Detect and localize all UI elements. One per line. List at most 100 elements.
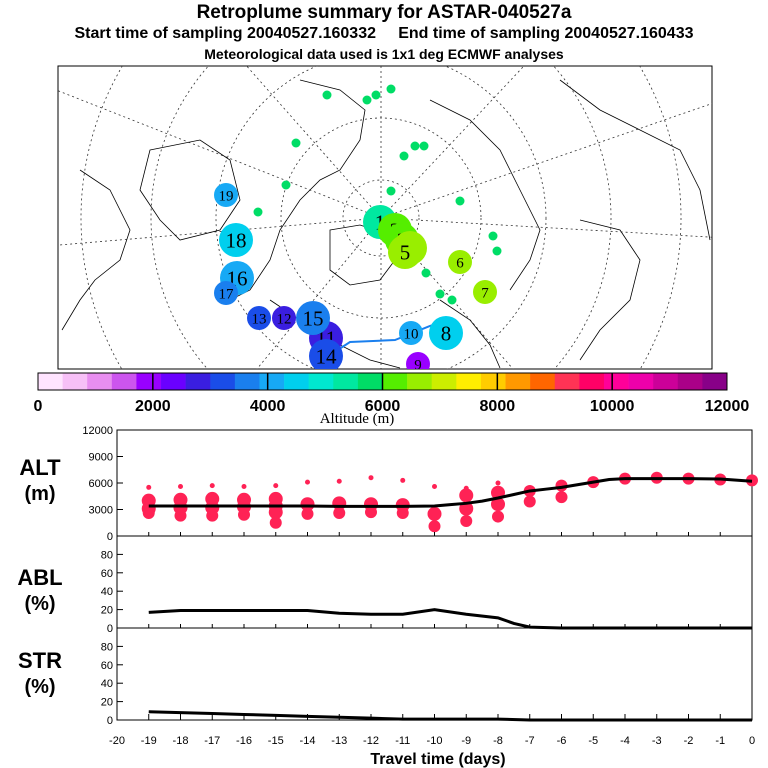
altitude-point [146, 484, 152, 490]
sampling-times: Start time of sampling 20040527.160332 E… [0, 25, 768, 43]
colorbar-tick-label: 10000 [590, 398, 635, 415]
colorbar-swatch [702, 373, 728, 390]
altitude-point [492, 510, 504, 523]
colorbar-tick-label: 6000 [365, 398, 401, 415]
small-trajectory-marker [419, 141, 429, 151]
small-trajectory-marker [291, 138, 301, 148]
colorbar-swatch [234, 373, 260, 390]
colorbar-swatch [185, 373, 211, 390]
altitude-point [269, 516, 282, 529]
trajectory-marker [309, 339, 343, 369]
colorbar-swatch [431, 373, 457, 390]
colorbar-swatch [407, 373, 433, 390]
x-tick-label: -17 [204, 735, 220, 747]
met-data-label: Meteorological data used is 1x1 deg ECMW… [204, 46, 564, 62]
x-tick-label: -18 [173, 735, 189, 747]
altitude-point [459, 488, 474, 503]
colorbar-swatch [628, 373, 654, 390]
coastline [439, 299, 501, 369]
altitude-point [141, 493, 156, 508]
small-trajectory-marker [386, 84, 396, 94]
altitude-point [491, 497, 505, 512]
trajectory-marker-label: 9 [414, 357, 422, 373]
str-ylabel-line1: STR [18, 648, 62, 673]
colorbar-swatch [530, 373, 556, 390]
latitude-circle [342, 179, 420, 257]
y-tick-label: 0 [107, 531, 113, 543]
coastline [229, 79, 366, 301]
trajectory-marker-label: 10 [404, 326, 419, 342]
x-tick-label: -16 [236, 735, 252, 747]
coastline [559, 79, 711, 241]
abl-ylabel-line1: ABL [17, 565, 62, 590]
y-tick-label: 12000 [82, 425, 113, 437]
colorbar-swatch [259, 373, 285, 390]
trajectory-marker-label: 14 [316, 345, 338, 369]
colorbar-tick-label: 12000 [705, 398, 750, 415]
trajectory-marker [406, 352, 430, 369]
coastlines [61, 79, 711, 369]
altitude-point [241, 484, 247, 490]
colorbar-tick-label: 4000 [250, 398, 286, 415]
x-tick-label: -13 [331, 735, 347, 747]
str-panel: 0 20 40 60 80 [101, 641, 752, 727]
x-tick-label: -11 [395, 735, 410, 747]
colorbar-swatch [382, 373, 408, 390]
meridian [380, 217, 514, 369]
altitude-point [459, 501, 474, 516]
small-trajectory-marker [399, 151, 409, 161]
y-tick-label: 60 [101, 568, 113, 580]
colorbar-swatch [284, 373, 309, 390]
trajectory-marker-label: 6 [456, 255, 464, 271]
altitude-point [460, 514, 473, 527]
map-graticule: 12345678910111213141516171819 [58, 66, 712, 373]
x-tick-label: -6 [557, 735, 567, 747]
colorbar-swatch [653, 373, 679, 390]
y-tick-label: 80 [101, 641, 113, 653]
x-tick-label: -3 [652, 735, 662, 747]
altitude-point [209, 483, 215, 489]
small-trajectory-marker [455, 196, 465, 206]
small-trajectory-marker [435, 289, 445, 299]
altitude-point [523, 495, 536, 508]
colorbar-swatch [161, 373, 186, 390]
trajectory-marker-label: 17 [219, 286, 235, 302]
x-tick-label: -2 [684, 735, 694, 747]
small-trajectory-marker [362, 95, 372, 105]
x-tick-label: -15 [268, 735, 284, 747]
colorbar-swatch [554, 373, 580, 390]
x-tick-label: -9 [461, 735, 471, 747]
y-tick-label: 80 [101, 549, 113, 561]
trajectory-marker [214, 281, 238, 305]
trajectory-marker [219, 223, 253, 257]
colorbar-swatch [210, 373, 236, 390]
str-ylabel-line2: (%) [24, 676, 55, 698]
alt-panel: 0 3000 6000 9000 12000 [82, 425, 758, 543]
altitude-point [427, 506, 442, 521]
x-tick-label: -4 [620, 735, 630, 747]
x-axis-title: Travel time (days) [370, 751, 505, 768]
x-tick-label: -8 [493, 735, 503, 747]
altitude-point [336, 478, 342, 484]
trajectory-marker-label: 15 [303, 307, 324, 331]
altitude-point [301, 507, 314, 520]
colorbar-tick-label: 8000 [480, 398, 516, 415]
colorbar-swatch [505, 373, 531, 390]
x-tick-label: -10 [427, 735, 443, 747]
trajectory-marker [448, 250, 472, 274]
trajectory-marker [214, 183, 238, 207]
altitude-point [463, 485, 469, 491]
start-time-label: Start time of sampling 20040527.160332 [74, 25, 377, 42]
altitude-point [268, 491, 283, 506]
y-tick-label: 0 [107, 623, 113, 635]
altitude-point [205, 491, 220, 506]
coastline [61, 169, 131, 331]
altitude-colorbar: 0 2000 4000 6000 8000 10000 12000 [34, 372, 750, 415]
x-tick-label: -19 [141, 735, 157, 747]
colorbar-tick-label: 0 [34, 398, 43, 415]
series-line [148, 710, 752, 722]
latitude-circle [215, 66, 547, 369]
small-trajectory-marker [371, 90, 381, 100]
coastline [429, 99, 541, 291]
